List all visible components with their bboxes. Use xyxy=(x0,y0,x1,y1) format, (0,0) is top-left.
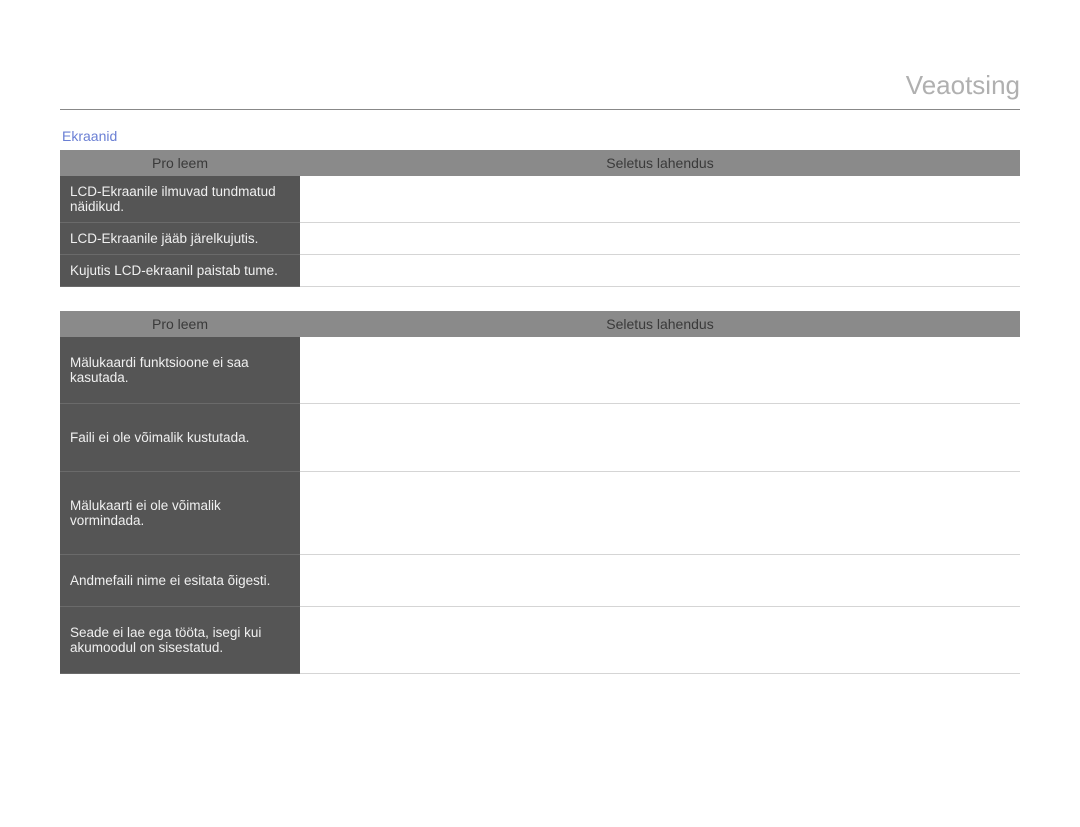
table-header-problem: Pro leem xyxy=(60,150,300,176)
problem-cell: Seade ei lae ega tööta, isegi kui akumoo… xyxy=(60,607,300,674)
solution-cell xyxy=(300,223,1020,255)
solution-cell xyxy=(300,337,1020,404)
problem-cell: Mälukaarti ei ole võimalik vormindada. xyxy=(60,472,300,555)
solution-cell xyxy=(300,176,1020,223)
solution-cell xyxy=(300,404,1020,472)
solution-cell xyxy=(300,555,1020,607)
problem-cell: Andmefaili nime ei esitata õigesti. xyxy=(60,555,300,607)
table-row: Kujutis LCD-ekraanil paistab tume. xyxy=(60,255,1020,287)
table-row: Mälukaardi funktsioone ei saa kasutada. xyxy=(60,337,1020,404)
table-header-problem: Pro leem xyxy=(60,311,300,337)
table-header-solution: Seletus lahendus xyxy=(300,150,1020,176)
table-row: LCD-Ekraanile ilmuvad tundmatud näidikud… xyxy=(60,176,1020,223)
problem-cell: LCD-Ekraanile ilmuvad tundmatud näidikud… xyxy=(60,176,300,223)
page-title: Veaotsing xyxy=(60,70,1020,110)
table-row: Faili ei ole võimalik kustutada. xyxy=(60,404,1020,472)
problem-cell: Faili ei ole võimalik kustutada. xyxy=(60,404,300,472)
table-row: Seade ei lae ega tööta, isegi kui akumoo… xyxy=(60,607,1020,674)
solution-cell xyxy=(300,607,1020,674)
table-row: LCD-Ekraanile jääb järelkujutis. xyxy=(60,223,1020,255)
section-title-ekraanid: Ekraanid xyxy=(60,128,1020,144)
table-row: Mälukaarti ei ole võimalik vormindada. xyxy=(60,472,1020,555)
table-row: Andmefaili nime ei esitata õigesti. xyxy=(60,555,1020,607)
problem-cell: Mälukaardi funktsioone ei saa kasutada. xyxy=(60,337,300,404)
table-header-solution: Seletus lahendus xyxy=(300,311,1020,337)
solution-cell xyxy=(300,472,1020,555)
problem-cell: Kujutis LCD-ekraanil paistab tume. xyxy=(60,255,300,287)
solution-cell xyxy=(300,255,1020,287)
table-ekraanid: Pro leem Seletus lahendus LCD-Ekraanile … xyxy=(60,150,1020,287)
problem-cell: LCD-Ekraanile jääb järelkujutis. xyxy=(60,223,300,255)
table-malu: Pro leem Seletus lahendus Mälukaardi fun… xyxy=(60,311,1020,674)
